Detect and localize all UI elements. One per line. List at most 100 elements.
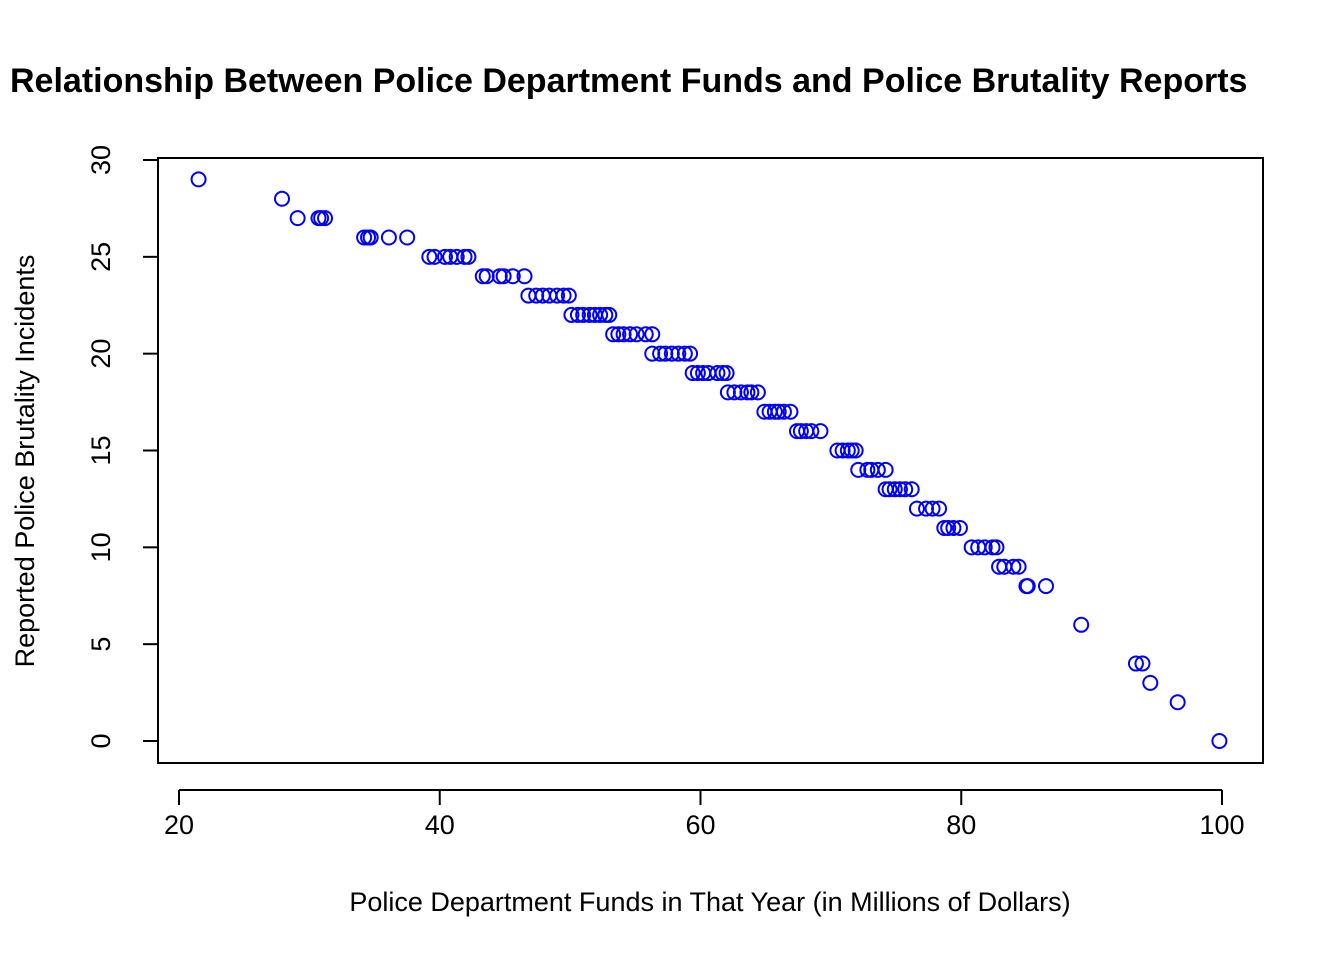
data-point	[714, 365, 731, 382]
x-tick-label: 100	[1199, 810, 1244, 840]
data-point	[628, 326, 645, 343]
data-point	[940, 519, 957, 536]
data-point	[575, 306, 592, 323]
data-point	[569, 306, 586, 323]
x-tick-label: 60	[685, 810, 715, 840]
data-point	[718, 365, 735, 382]
data-point	[421, 248, 438, 265]
data-point	[951, 519, 968, 536]
y-axis: 0 5 10 15 20 25 30	[86, 145, 159, 749]
data-point	[637, 326, 654, 343]
data-point	[1010, 558, 1027, 575]
data-point	[739, 384, 756, 401]
data-point	[555, 287, 572, 304]
data-point	[766, 403, 783, 420]
data-point	[504, 268, 521, 285]
data-point	[976, 539, 993, 556]
data-point	[460, 248, 477, 265]
data-point	[847, 442, 864, 459]
data-point	[770, 403, 787, 420]
data-point	[362, 229, 379, 246]
data-point	[859, 461, 876, 478]
data-point	[313, 210, 330, 227]
data-point	[682, 345, 699, 362]
x-tick-label: 80	[946, 810, 976, 840]
data-point	[356, 229, 373, 246]
y-tick-label: 15	[86, 435, 116, 465]
data-point	[1019, 578, 1036, 595]
data-point	[317, 210, 334, 227]
data-points	[190, 171, 1228, 749]
data-point	[732, 384, 749, 401]
data-point	[782, 403, 799, 420]
data-point	[474, 268, 491, 285]
data-point	[1142, 674, 1159, 691]
data-point	[273, 190, 290, 207]
data-point	[610, 326, 627, 343]
y-tick-label: 5	[86, 637, 116, 652]
data-point	[897, 481, 914, 498]
data-point	[1169, 694, 1186, 711]
data-point	[891, 481, 908, 498]
data-point	[812, 423, 829, 440]
data-point	[560, 287, 577, 304]
data-point	[1134, 655, 1151, 672]
data-point	[495, 268, 512, 285]
data-point	[380, 229, 397, 246]
data-point	[792, 423, 809, 440]
data-point	[1005, 558, 1022, 575]
data-point	[448, 248, 465, 265]
y-tick-label: 30	[86, 145, 116, 175]
data-point	[563, 306, 580, 323]
data-point	[426, 248, 443, 265]
y-tick-label: 10	[86, 532, 116, 562]
data-point	[908, 500, 925, 517]
data-point	[597, 306, 614, 323]
data-point	[936, 519, 953, 536]
plot-frame	[157, 157, 1264, 764]
data-point	[931, 500, 948, 517]
data-point	[670, 345, 687, 362]
x-tick-label: 20	[164, 810, 194, 840]
y-tick-label: 0	[86, 733, 116, 748]
y-axis-title: Reported Police Brutality Incidents	[10, 255, 40, 668]
data-point	[689, 365, 706, 382]
data-point	[581, 306, 598, 323]
y-tick-label: 25	[86, 242, 116, 272]
data-point	[676, 345, 693, 362]
data-point	[877, 461, 894, 478]
data-point	[988, 539, 1005, 556]
data-point	[456, 248, 473, 265]
data-point	[436, 248, 453, 265]
x-axis-title: Police Department Funds in That Year (in…	[349, 887, 1070, 917]
data-point	[869, 461, 886, 478]
data-point	[709, 365, 726, 382]
data-point	[984, 539, 1001, 556]
chart-title: Relationship Between Police Department F…	[10, 62, 1247, 100]
data-point	[516, 268, 533, 285]
data-point	[803, 423, 820, 440]
data-point	[289, 210, 306, 227]
data-point	[549, 287, 566, 304]
data-point	[775, 403, 792, 420]
x-tick-label: 40	[425, 810, 455, 840]
data-point	[1211, 733, 1228, 749]
data-point	[1127, 655, 1144, 672]
data-point	[601, 306, 618, 323]
data-point	[945, 519, 962, 536]
data-point	[1037, 578, 1054, 595]
data-point	[743, 384, 760, 401]
data-point	[399, 229, 416, 246]
data-point	[190, 171, 207, 188]
data-point	[684, 365, 701, 382]
data-point	[644, 326, 661, 343]
data-point	[592, 306, 609, 323]
data-point	[924, 500, 941, 517]
data-point	[881, 481, 898, 498]
data-point	[652, 345, 669, 362]
data-point	[1073, 616, 1090, 633]
data-point	[605, 326, 622, 343]
data-point	[749, 384, 766, 401]
data-point	[843, 442, 860, 459]
